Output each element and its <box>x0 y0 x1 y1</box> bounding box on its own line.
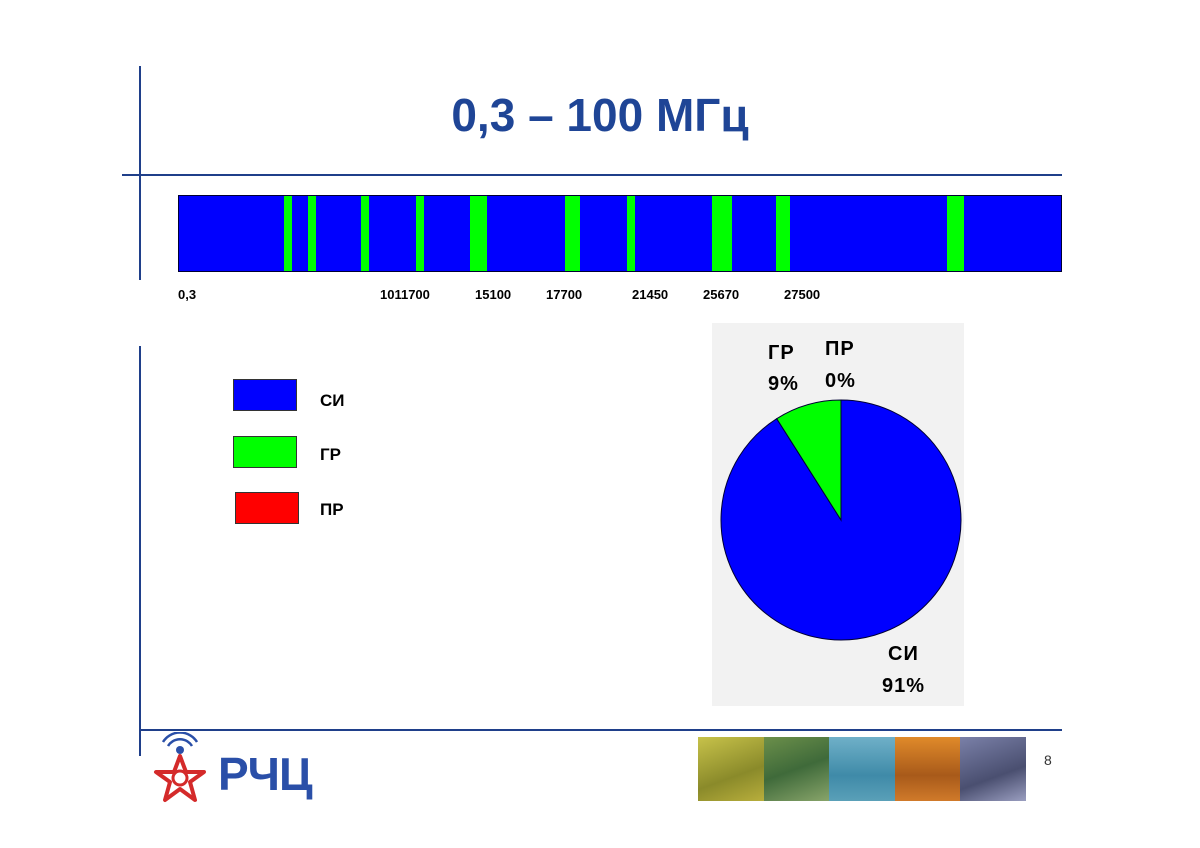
logo-emblem-icon <box>154 732 206 802</box>
band-segment <box>565 196 580 271</box>
band-segment <box>776 196 790 271</box>
freq-label: 17700 <box>546 287 583 302</box>
frequency-band-bar <box>178 195 1062 272</box>
pie-chart-panel: ГР 9% ПР 0% СИ 91% <box>712 323 964 706</box>
title-underline <box>122 174 1062 176</box>
band-segment <box>627 196 635 271</box>
band-segment <box>308 196 316 271</box>
freq-label: 25670 <box>703 287 740 302</box>
legend-swatch-pr <box>235 492 299 524</box>
page-number: 8 <box>1044 752 1052 768</box>
rchc-logo: РЧЦ <box>148 732 318 804</box>
legend-label-si: СИ <box>320 391 345 410</box>
band-segment <box>947 196 964 271</box>
band-segment <box>284 196 292 271</box>
band-segment <box>361 196 369 271</box>
legend-label-gr: ГР <box>320 445 341 464</box>
band-segment <box>712 196 732 271</box>
pie-value-gr: 9% <box>768 373 799 395</box>
pie-label-pr: ПР <box>825 338 855 360</box>
strip-photo-capitol <box>829 737 895 801</box>
pie-label-si: СИ <box>888 643 919 665</box>
strip-photo-soldier <box>763 737 830 801</box>
footer-photo-strip <box>698 737 1026 801</box>
pie-label-gr: ГР <box>768 342 795 364</box>
strip-photo-refinery <box>894 737 961 801</box>
pie-value-pr: 0% <box>825 370 856 392</box>
left-rule-top <box>139 66 141 280</box>
freq-label: 21450 <box>632 287 669 302</box>
freq-label: 0,3 <box>178 287 197 302</box>
logo-text: РЧЦ <box>218 748 313 800</box>
legend-swatch-si <box>233 379 297 411</box>
strip-photo-person-phone <box>960 737 1026 801</box>
footer-rule <box>139 729 1062 731</box>
freq-label: 27500 <box>784 287 821 302</box>
strip-photo-buildings <box>698 737 764 801</box>
left-rule-bottom <box>139 346 141 756</box>
pie-slice-gr <box>776 399 842 522</box>
legend-label-pr: ПР <box>320 500 344 519</box>
band-segment <box>470 196 487 271</box>
pie-chart <box>720 399 962 641</box>
freq-label: 15100 <box>475 287 512 302</box>
freq-label: 1011700 <box>380 287 430 302</box>
pie-value-si: 91% <box>882 675 926 697</box>
band-segment <box>416 196 424 271</box>
legend-swatch-gr <box>233 436 297 468</box>
slide-title: 0,3 – 100 МГц <box>451 89 749 141</box>
